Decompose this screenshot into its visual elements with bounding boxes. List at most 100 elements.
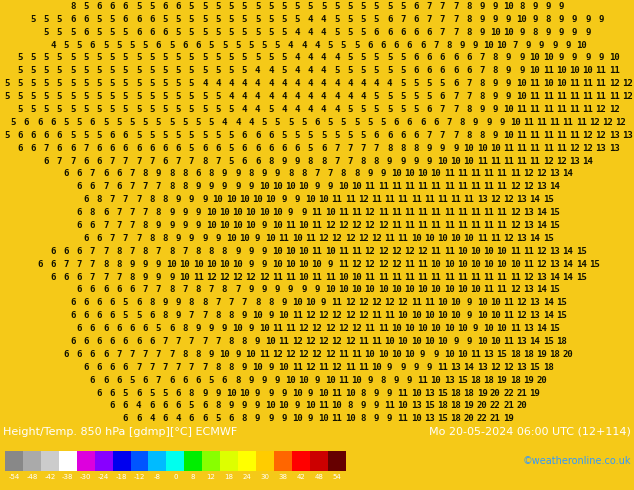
Text: 11: 11 — [496, 286, 507, 294]
Text: 10: 10 — [206, 221, 217, 230]
Text: 10: 10 — [219, 208, 230, 217]
Text: 9: 9 — [387, 415, 392, 423]
Text: 12: 12 — [299, 350, 309, 359]
Text: 5: 5 — [228, 53, 234, 63]
Text: 6: 6 — [136, 389, 141, 397]
Text: 9: 9 — [367, 170, 373, 178]
Text: ©weatheronline.co.uk: ©weatheronline.co.uk — [522, 456, 631, 466]
Text: 5: 5 — [281, 66, 287, 75]
Text: 11: 11 — [503, 337, 514, 346]
Text: 11: 11 — [510, 324, 521, 333]
Text: 12: 12 — [358, 234, 368, 243]
Text: 9: 9 — [169, 272, 174, 282]
Text: 5: 5 — [268, 15, 273, 24]
Text: 12: 12 — [312, 324, 322, 333]
Text: 18: 18 — [483, 376, 494, 385]
Text: 13: 13 — [569, 157, 580, 166]
Text: 11: 11 — [332, 415, 342, 423]
Text: 6: 6 — [103, 170, 108, 178]
Text: 10: 10 — [483, 324, 494, 333]
Text: 7: 7 — [453, 2, 458, 11]
Text: 5: 5 — [288, 118, 294, 127]
Text: 5: 5 — [321, 2, 327, 11]
Text: 7: 7 — [466, 79, 472, 88]
Text: 8: 8 — [169, 182, 174, 192]
Text: 11: 11 — [457, 221, 468, 230]
Text: 5: 5 — [123, 105, 128, 114]
Text: 11: 11 — [523, 260, 534, 269]
Text: 9: 9 — [519, 53, 524, 63]
Text: 6: 6 — [136, 28, 141, 37]
Text: 7: 7 — [453, 105, 458, 114]
Text: 10: 10 — [490, 311, 501, 320]
Text: 6: 6 — [96, 311, 101, 320]
Text: 6: 6 — [83, 28, 89, 37]
Text: 6: 6 — [96, 337, 101, 346]
Text: 6: 6 — [83, 15, 89, 24]
Text: 10: 10 — [404, 350, 415, 359]
Text: 8: 8 — [149, 298, 155, 307]
Text: 10: 10 — [424, 337, 435, 346]
Text: 12: 12 — [609, 105, 619, 114]
Text: 21: 21 — [503, 401, 514, 411]
Text: 5: 5 — [96, 15, 101, 24]
Text: 6: 6 — [103, 286, 108, 294]
Text: 7: 7 — [123, 234, 128, 243]
Text: 5: 5 — [295, 15, 300, 24]
Text: 4: 4 — [307, 92, 313, 101]
Text: 10: 10 — [285, 260, 296, 269]
Text: 7: 7 — [129, 221, 135, 230]
Text: 5: 5 — [202, 2, 207, 11]
Text: 6: 6 — [70, 144, 75, 153]
Text: 10: 10 — [345, 415, 356, 423]
Text: 10: 10 — [398, 337, 408, 346]
Text: 5: 5 — [176, 92, 181, 101]
Text: 5: 5 — [123, 53, 128, 63]
Text: 9: 9 — [526, 41, 531, 49]
Text: 5: 5 — [123, 28, 128, 37]
Text: 7: 7 — [63, 260, 68, 269]
Text: 10: 10 — [338, 272, 349, 282]
Text: 5: 5 — [44, 53, 49, 63]
Text: 20: 20 — [490, 389, 501, 397]
Text: 9: 9 — [321, 298, 327, 307]
Text: 9: 9 — [281, 298, 287, 307]
Text: 5: 5 — [235, 41, 240, 49]
Text: 11: 11 — [483, 170, 494, 178]
Text: 6: 6 — [116, 376, 122, 385]
Text: 6: 6 — [202, 144, 207, 153]
Text: 5: 5 — [149, 79, 155, 88]
Text: 6: 6 — [83, 363, 89, 372]
Text: 5: 5 — [202, 28, 207, 37]
Text: 11: 11 — [483, 208, 494, 217]
Text: 8: 8 — [242, 415, 247, 423]
Text: 15: 15 — [437, 415, 448, 423]
Text: -30: -30 — [80, 474, 91, 480]
Text: 6: 6 — [268, 144, 273, 153]
Text: 14: 14 — [562, 247, 573, 256]
Text: 9: 9 — [314, 286, 320, 294]
Text: 5: 5 — [136, 66, 141, 75]
Text: 5: 5 — [83, 79, 89, 88]
Text: 6: 6 — [70, 15, 75, 24]
Text: 5: 5 — [216, 66, 221, 75]
Text: 9: 9 — [235, 182, 240, 192]
Text: 10: 10 — [351, 272, 362, 282]
Text: 11: 11 — [404, 260, 415, 269]
Text: 10: 10 — [299, 260, 309, 269]
Text: 7: 7 — [453, 131, 458, 140]
Text: 4: 4 — [307, 79, 313, 88]
Text: 11: 11 — [510, 170, 521, 178]
Text: 7: 7 — [433, 41, 439, 49]
Text: 9: 9 — [466, 298, 472, 307]
Text: 10: 10 — [477, 337, 488, 346]
Text: 5: 5 — [387, 92, 392, 101]
Text: 4: 4 — [295, 53, 300, 63]
Text: 5: 5 — [228, 131, 234, 140]
Text: 12: 12 — [583, 131, 593, 140]
Text: 12: 12 — [318, 337, 329, 346]
Text: 4: 4 — [255, 92, 260, 101]
Text: 6: 6 — [189, 415, 194, 423]
Text: 5: 5 — [334, 2, 339, 11]
Text: 8: 8 — [216, 401, 221, 411]
